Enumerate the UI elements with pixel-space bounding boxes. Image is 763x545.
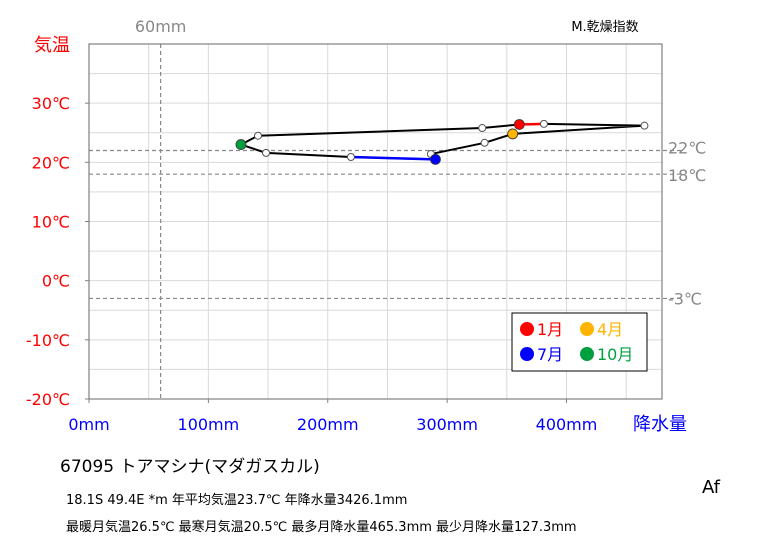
- legend-label: 10月: [597, 345, 633, 364]
- x-tick-label: 400mm: [536, 415, 598, 434]
- x-tick-label: 200mm: [297, 415, 359, 434]
- data-point-month-12: [478, 124, 487, 133]
- legend-marker: [580, 347, 594, 361]
- y-tick-label: 0℃: [42, 272, 70, 291]
- x-tick-label: 100mm: [178, 415, 240, 434]
- legend-label: 1月: [537, 320, 563, 339]
- data-point-month-10: [235, 139, 247, 150]
- legend-box: [511, 312, 648, 372]
- data-point-month-9: [262, 148, 271, 157]
- data-point-month-1: [513, 119, 525, 130]
- station-extremes: 最暖月気温26.5℃ 最寒月気温20.5℃ 最多月降水量465.3mm 最少月降…: [66, 520, 577, 535]
- reference-label: 60mm: [135, 17, 187, 36]
- data-point-month-4: [507, 128, 519, 140]
- station-summary: 18.1S 49.4E *m 年平均気温23.7℃ 年降水量3426.1mm: [66, 493, 408, 508]
- x-tick-label: 0mm: [68, 415, 109, 434]
- y-tick-label: 20℃: [32, 153, 70, 172]
- y-axis-title: 気温: [34, 35, 70, 56]
- reference-label: 22℃: [668, 139, 706, 158]
- data-point-month-7: [430, 153, 441, 165]
- legend-marker: [580, 322, 594, 336]
- series-segment-jul-aug: [350, 155, 436, 161]
- reference-label: 18℃: [668, 166, 706, 185]
- legend-label: 7月: [537, 345, 563, 364]
- data-point-month-11: [254, 131, 263, 140]
- legend-label: 4月: [597, 320, 623, 339]
- station-name: 67095 トアマシナ(マダガスカル): [60, 457, 320, 477]
- data-point-month-3: [640, 121, 649, 130]
- climate-code: Af: [702, 477, 721, 498]
- data-point-month-8: [346, 153, 355, 162]
- data-point-month-5: [480, 138, 489, 147]
- legend-marker: [520, 347, 534, 361]
- x-tick-label: 300mm: [416, 415, 478, 434]
- x-axis-title: 降水量: [633, 414, 687, 435]
- data-point-month-2: [539, 119, 548, 128]
- legend-marker: [520, 322, 534, 336]
- y-tick-label: 10℃: [32, 213, 70, 232]
- y-tick-label: -20℃: [26, 390, 70, 409]
- y-tick-label: 30℃: [32, 94, 70, 113]
- reference-label: -3℃: [668, 289, 702, 308]
- corner-label: M.乾燥指数: [571, 20, 638, 35]
- y-tick-label: -10℃: [26, 331, 70, 350]
